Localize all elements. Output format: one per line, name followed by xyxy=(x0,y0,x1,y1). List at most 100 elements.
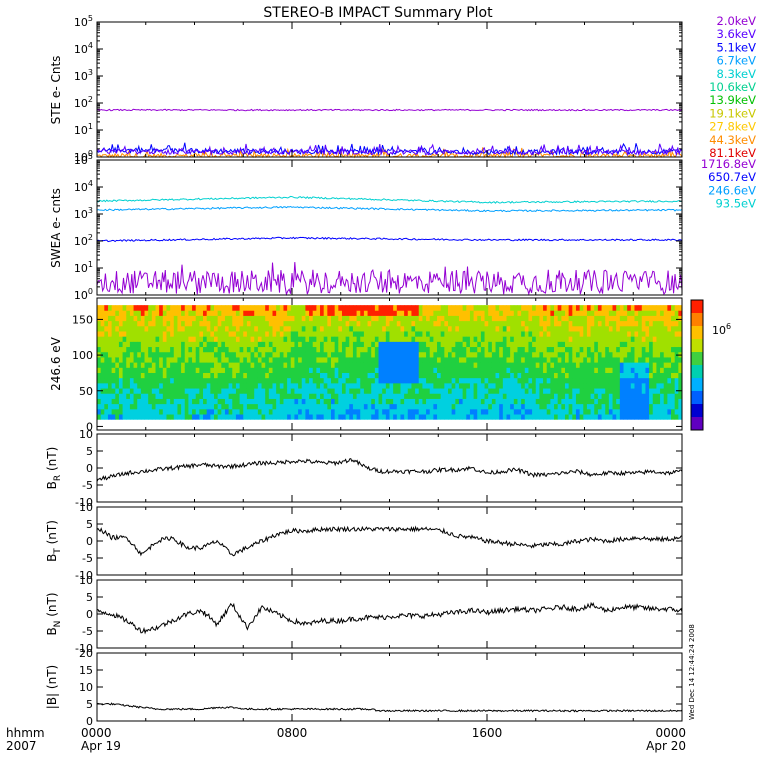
heatmap-cell xyxy=(378,357,383,363)
heatmap-cell xyxy=(104,398,109,405)
heatmap-cell xyxy=(246,341,251,348)
heatmap-cell xyxy=(235,336,240,342)
heatmap-cell xyxy=(579,351,584,358)
heatmap-cell xyxy=(521,367,526,373)
heatmap-cell xyxy=(480,362,485,368)
heatmap-cell xyxy=(565,382,570,389)
heatmap-cell xyxy=(466,351,471,358)
series-line xyxy=(96,195,683,204)
heatmap-cell xyxy=(162,357,167,363)
heatmap-cell xyxy=(210,351,215,358)
heatmap-cell xyxy=(126,346,131,353)
heatmap-cell xyxy=(385,382,390,389)
heatmap-cell xyxy=(312,367,317,373)
heatmap-cell xyxy=(418,367,423,373)
heatmap-cell xyxy=(382,403,387,410)
heatmap-cell xyxy=(619,310,624,316)
heatmap-cell xyxy=(107,325,113,332)
heatmap-cell xyxy=(451,336,456,342)
heatmap-cell xyxy=(111,320,116,327)
heatmap-cell xyxy=(605,357,610,363)
heatmap-cell xyxy=(535,315,540,322)
heatmap-cell xyxy=(374,336,379,342)
heatmap-cell xyxy=(228,388,233,394)
heatmap-cell xyxy=(502,403,507,410)
heatmap-cell xyxy=(177,331,182,337)
heatmap-cell xyxy=(290,325,295,332)
heatmap-cell xyxy=(250,403,255,410)
heatmap-cell xyxy=(298,331,303,337)
heatmap-cell xyxy=(331,382,336,389)
heatmap-cell xyxy=(671,362,676,368)
heatmap-cell xyxy=(301,372,306,379)
heatmap-cell xyxy=(477,325,482,332)
heatmap-cell xyxy=(283,398,288,405)
heatmap-cell xyxy=(382,315,387,322)
heatmap-cell xyxy=(565,372,570,379)
heatmap-cell xyxy=(239,377,244,384)
heatmap-cell xyxy=(583,331,588,337)
heatmap-cell xyxy=(192,388,197,394)
heatmap-cell xyxy=(594,377,599,384)
heatmap-cell xyxy=(579,315,584,322)
heatmap-cell xyxy=(572,341,577,348)
heatmap-cell xyxy=(367,367,372,373)
heatmap-cell xyxy=(407,362,412,368)
heatmap-cell xyxy=(652,367,657,373)
heatmap-cell xyxy=(652,377,657,384)
heatmap-cell xyxy=(305,351,310,358)
y-tick-base: 10 xyxy=(74,154,88,167)
heatmap-cell xyxy=(572,362,577,368)
heatmap-cell xyxy=(181,414,186,420)
heatmap-cell xyxy=(203,388,208,394)
heatmap-cell xyxy=(188,310,193,316)
heatmap-cell xyxy=(334,408,339,415)
heatmap-cell xyxy=(469,351,474,358)
heatmap-cell xyxy=(550,398,555,405)
heatmap-cell xyxy=(630,388,635,394)
heatmap-cell xyxy=(188,367,193,373)
heatmap-cell xyxy=(140,414,145,420)
heatmap-cell xyxy=(583,346,588,353)
heatmap-cell xyxy=(502,310,507,316)
heatmap-cell xyxy=(122,310,127,316)
heatmap-cell xyxy=(473,357,478,363)
heatmap-cell xyxy=(122,408,127,415)
heatmap-cell xyxy=(608,315,613,322)
heatmap-cell xyxy=(477,341,482,348)
heatmap-cell xyxy=(334,351,339,358)
heatmap-cell xyxy=(568,351,573,358)
heatmap-cell xyxy=(100,315,105,322)
heatmap-cell xyxy=(206,362,211,368)
heatmap-cell xyxy=(440,336,445,342)
heatmap-cell xyxy=(597,320,602,327)
heatmap-cell xyxy=(510,310,515,316)
swea-series-lines xyxy=(96,195,683,296)
heatmap-cell xyxy=(352,325,357,332)
heatmap-cell xyxy=(224,336,230,342)
heatmap-cell xyxy=(195,372,200,379)
heatmap-cell xyxy=(115,315,120,322)
heatmap-cell xyxy=(605,346,610,353)
heatmap-cell xyxy=(159,362,164,368)
heatmap-cell xyxy=(616,310,621,316)
heatmap-cell xyxy=(440,393,445,399)
heatmap-cell xyxy=(301,325,306,332)
heatmap-cell xyxy=(246,382,251,389)
heatmap-cell xyxy=(473,351,478,358)
heatmap-cell xyxy=(674,305,679,311)
heatmap-cell xyxy=(217,357,222,363)
heatmap-cell xyxy=(448,331,453,337)
heatmap-cell xyxy=(462,382,467,389)
series-line xyxy=(96,262,683,296)
heatmap-cell xyxy=(327,357,332,363)
heatmap-cell xyxy=(674,403,679,410)
heatmap-cell xyxy=(462,377,467,384)
heatmap-cell xyxy=(535,377,540,384)
heatmap-cell xyxy=(122,315,127,322)
heatmap-cell xyxy=(356,403,361,410)
heatmap-cell xyxy=(594,362,599,368)
heatmap-cell xyxy=(638,393,643,399)
heatmap-cell xyxy=(619,414,624,420)
heatmap-cell xyxy=(272,346,277,353)
